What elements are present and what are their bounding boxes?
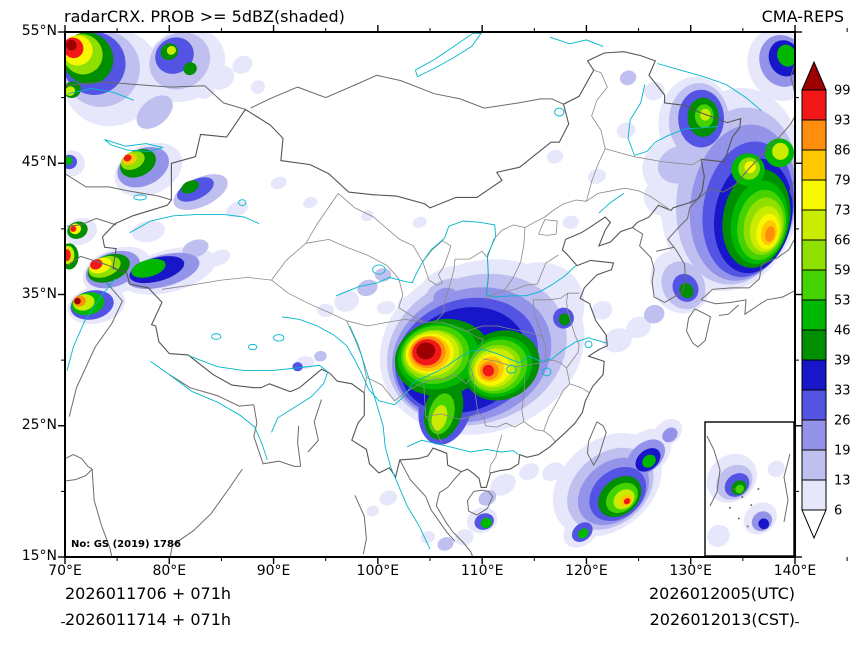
y-tick-label: 25°N — [21, 416, 57, 433]
footer-valid-cst: 2026012013(CST) — [649, 610, 795, 629]
colorbar-tick-label: 6 — [834, 504, 842, 519]
colorbar-tick-label: 59 — [834, 264, 851, 279]
boundaries-layer — [65, 51, 795, 557]
x-tick-label: 130°E — [669, 563, 712, 579]
map-plot: No: GS (2019) 1786 — [58, 25, 848, 624]
colorbar-tick-label: 86 — [834, 144, 851, 159]
colorbar-tick-label: 33 — [834, 384, 851, 399]
colorbar-tick-label: 73 — [834, 204, 851, 219]
x-tick-label: 140°E — [773, 563, 817, 579]
x-tick-label: 70°E — [48, 563, 82, 579]
colorbar-tick-label: 13 — [834, 474, 851, 489]
colorbar-tick-label: 93 — [834, 114, 851, 129]
colorbar-tick-label: 66 — [834, 234, 851, 249]
colorbar-tick-label: 46 — [834, 324, 851, 339]
model-label: CMA-REPS — [761, 7, 844, 26]
map-license-text: No: GS (2019) 1786 — [71, 539, 181, 550]
colorbar-tick-label: 39 — [834, 354, 851, 369]
colorbar-tick-label: 99 — [834, 84, 851, 99]
x-tick-label: 80°E — [152, 563, 187, 579]
colorbar-tick-label: 19 — [834, 444, 851, 459]
footer-init-line-1: 2026011706 + 071h — [65, 584, 232, 603]
x-tick-label: 110°E — [460, 563, 504, 579]
y-tick-label: 35°N — [21, 285, 57, 302]
y-tick-label: 45°N — [21, 154, 57, 171]
x-tick-label: 100°E — [356, 563, 400, 579]
colorbar-tick-label: 79 — [834, 174, 851, 189]
y-tick-label: 15°N — [21, 548, 57, 564]
colorbar-tick-label: 53 — [834, 294, 851, 309]
colorbar-tick-label: 26 — [834, 414, 851, 429]
chart-title: radarCRX. PROB >= 5dBZ(shaded) — [64, 7, 345, 26]
x-tick-label: 120°E — [565, 563, 608, 579]
axes-frame — [58, 25, 848, 624]
y-tick-label: 55°N — [21, 23, 57, 39]
rivers-layer — [66, 32, 762, 550]
x-tick-label: 90°E — [256, 563, 291, 579]
shaded-field — [65, 32, 795, 551]
footer-init-line-2: 2026011714 + 071h — [65, 610, 232, 629]
colorbar: 99 93 86 79 73 66 59 53 46 39 33 26 19 13 6 — [801, 60, 851, 540]
map-canvas — [58, 25, 848, 624]
inset-box — [704, 421, 795, 557]
footer-valid-utc: 2026012005(UTC) — [649, 584, 795, 603]
